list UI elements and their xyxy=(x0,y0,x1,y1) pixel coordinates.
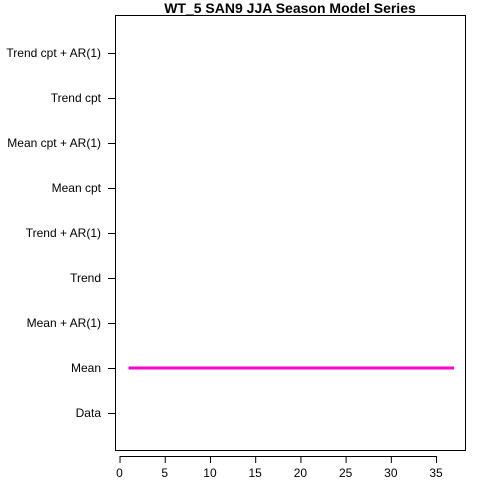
y-tick-label: Trend cpt + AR(1) xyxy=(6,46,101,60)
chart-title: WT_5 SAN9 JJA Season Model Series xyxy=(164,0,416,16)
y-tick-label: Data xyxy=(76,406,102,420)
x-tick-label: 5 xyxy=(161,466,168,480)
x-tick-label: 0 xyxy=(116,466,123,480)
x-tick-label: 30 xyxy=(384,466,398,480)
x-tick-label: 10 xyxy=(203,466,217,480)
y-tick-label: Mean cpt xyxy=(52,181,102,195)
y-tick-label: Mean xyxy=(71,361,101,375)
x-tick-label: 25 xyxy=(339,466,353,480)
x-tick-label: 35 xyxy=(429,466,443,480)
x-axis: 0 5 10 15 20 25 30 35 xyxy=(116,456,443,480)
y-tick-label: Trend + AR(1) xyxy=(26,226,101,240)
plot-area-frame xyxy=(115,15,466,451)
y-tick-label: Trend xyxy=(70,271,101,285)
x-tick-label: 15 xyxy=(249,466,263,480)
y-tick-label: Mean cpt + AR(1) xyxy=(7,136,101,150)
y-axis: Data Mean Mean + AR(1) Trend Trend + AR(1) Me… xyxy=(6,46,115,420)
x-tick-label: 20 xyxy=(294,466,308,480)
y-tick-label: Mean + AR(1) xyxy=(27,316,101,330)
y-tick-label: Trend cpt xyxy=(51,91,102,105)
